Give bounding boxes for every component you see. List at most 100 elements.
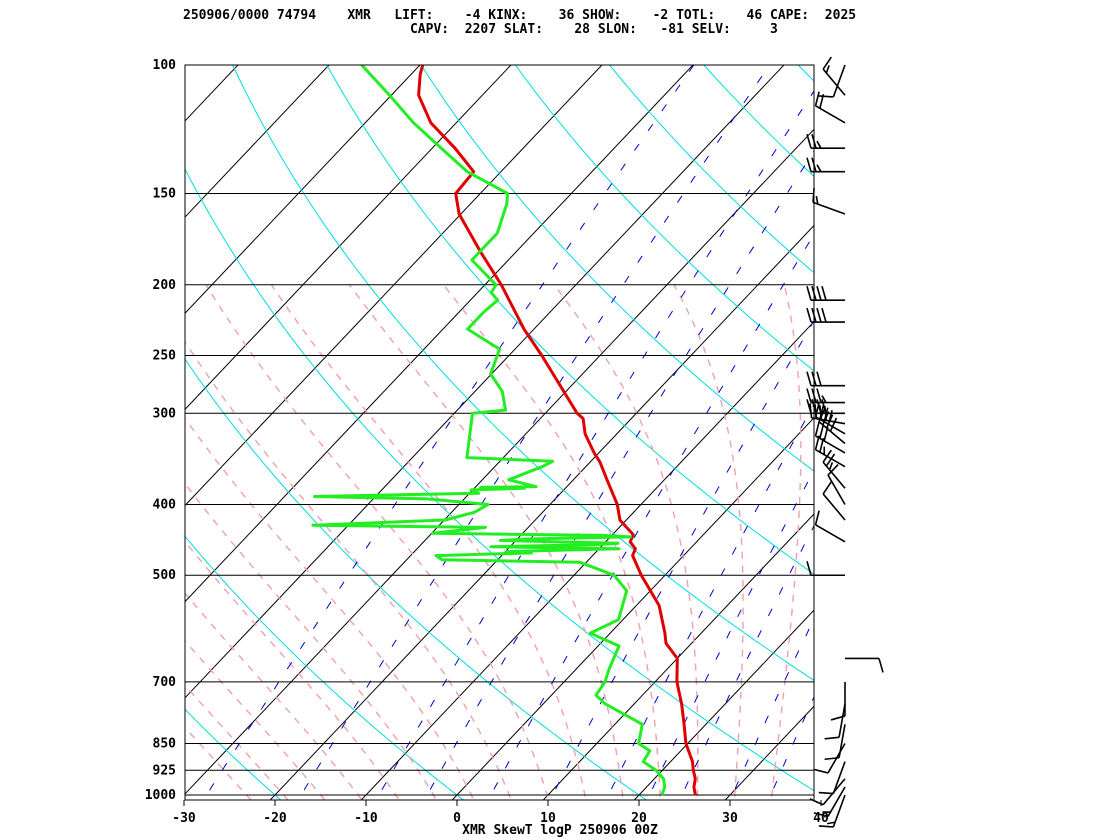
barb-feather [809, 798, 824, 806]
barb-staff [812, 201, 846, 215]
barb-staff [838, 703, 846, 738]
isotherm [185, 65, 421, 314]
barb-feather [818, 825, 834, 828]
wind-barb [806, 388, 845, 404]
isotherm [724, 705, 814, 800]
x-tick-label: 0 [453, 811, 461, 826]
barb-feather [811, 286, 817, 301]
wind-barb [806, 133, 845, 149]
barb-staff [832, 761, 846, 794]
barb-feather [825, 65, 830, 74]
barb-feather [806, 388, 812, 403]
barb-staff [822, 461, 846, 489]
header-line-2: CAPV: 2207 SLAT: 28 SLON: -81 SELV: 3 [183, 22, 778, 37]
barb-staff [838, 724, 846, 758]
dewpoint-line [311, 65, 667, 796]
barb-feather [813, 768, 829, 774]
barb-staff [827, 474, 846, 505]
moist-adiabat [673, 284, 744, 800]
wind-barb [814, 421, 846, 454]
barb-feather [816, 286, 822, 301]
barb-feather [806, 286, 812, 301]
barb-feather [829, 417, 838, 432]
barb-staff [818, 421, 846, 445]
wind-barb [827, 464, 846, 505]
dry-adiabat [420, 65, 814, 472]
barb-feather [811, 133, 817, 149]
dry-adiabat [185, 535, 465, 800]
moist-adiabat [185, 592, 363, 800]
wind-barb [818, 794, 846, 828]
barb-feather [828, 462, 834, 471]
barb-feather [822, 481, 832, 495]
dry-adiabat [875, 49, 1120, 811]
barb-staff [832, 794, 846, 828]
isotherm [269, 224, 814, 800]
mixing-ratio-line [297, 65, 770, 800]
moist-adiabat [553, 284, 699, 800]
wind-barb [813, 786, 846, 818]
barb-feather [824, 756, 840, 761]
barb-feather [818, 791, 834, 795]
plot-frame [184, 64, 815, 801]
barb-feather [821, 307, 827, 323]
dry-adiabat [185, 168, 814, 792]
barb-feather [818, 95, 834, 98]
mixing-ratio-line [549, 319, 814, 800]
wind-barb [822, 481, 846, 521]
barb-staff [822, 68, 846, 96]
header-line-1: 250906/0000 74794 XMR LIFT: -4 KINX: 36 … [183, 8, 857, 23]
moist-adiabat [185, 684, 289, 800]
isotherm [0, 49, 71, 811]
isotherm [185, 65, 694, 603]
x-tick-label: 20 [631, 811, 647, 826]
wind-barb [806, 561, 845, 577]
barb-feather [814, 421, 820, 437]
moist-adiabat [185, 540, 400, 800]
mixing-ratio-line [679, 524, 814, 800]
moist-adiabat [185, 417, 475, 800]
mixing-ratio-line [202, 65, 695, 800]
dry-adiabat [0, 49, 108, 811]
mixing-ratio-line [487, 233, 814, 800]
barb-feather [821, 286, 827, 301]
dry-adiabat [609, 65, 814, 274]
barb-feather [816, 140, 822, 149]
profiles [311, 65, 697, 796]
barb-feather [811, 157, 817, 172]
barb-feather [821, 395, 827, 403]
dry-adiabat [514, 65, 814, 372]
barb-feather [825, 453, 836, 467]
dry-adiabat [797, 65, 814, 82]
barb-feather [806, 561, 812, 576]
barb-feather [811, 388, 817, 403]
sounding-header: 250906/0000 74794 XMR LIFT: -4 KINX: 36 … [183, 9, 856, 37]
wind-barb [824, 703, 846, 740]
barb-feather [812, 187, 815, 203]
moist-adiabat [270, 284, 587, 800]
barb-feather [816, 307, 822, 323]
chart-title: XMR SkewT logP 250906 00Z [462, 823, 658, 838]
barb-feather [814, 91, 820, 106]
moist-adiabat [185, 340, 512, 800]
mixing-ratio-line [813, 797, 814, 800]
dry-adiabat [185, 358, 648, 800]
dry-adiabat [703, 65, 814, 177]
wind-barb [814, 510, 846, 543]
barb-staff [815, 435, 846, 454]
mixing-ratio-line [891, 65, 1120, 811]
barb-feather [819, 424, 825, 439]
barb-feather [811, 307, 817, 323]
wind-barb [845, 657, 884, 673]
wind-barb [806, 286, 845, 302]
barb-feather [806, 133, 812, 149]
mixing-ratio-line [605, 403, 814, 800]
isotherm [897, 49, 1120, 811]
isotherm [185, 65, 239, 122]
isotherm [185, 65, 785, 699]
isotherm [806, 49, 1120, 811]
wind-barb [824, 724, 846, 761]
pressure-tick-label: 400 [153, 498, 177, 513]
barb-feather [814, 510, 820, 526]
